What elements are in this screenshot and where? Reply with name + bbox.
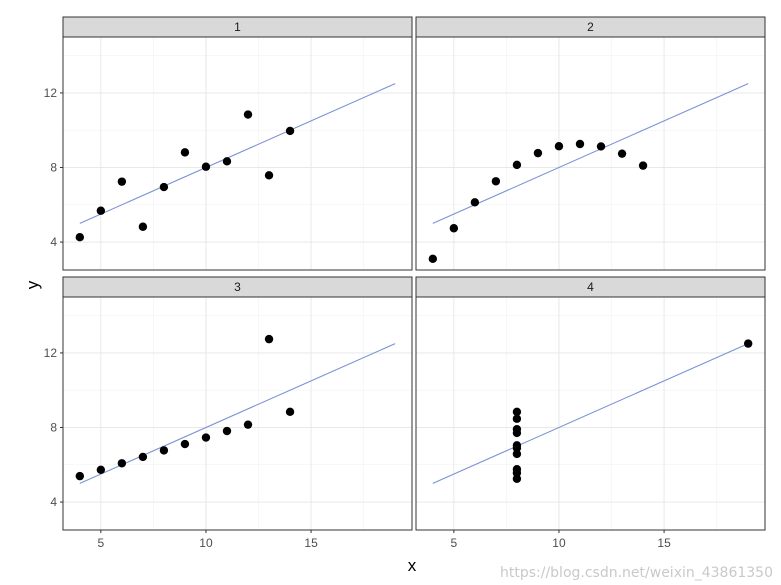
facet-strip-label: 2	[587, 20, 594, 34]
data-point	[75, 471, 85, 481]
y-axis-title: y	[23, 280, 42, 289]
x-tick-label: 15	[657, 536, 671, 550]
data-point	[575, 139, 585, 149]
facet-panel-4: 4	[415, 276, 766, 531]
axes-layer: 4 8 12 4 8 12 5 10 15 5 10 15	[44, 86, 671, 550]
data-point	[96, 206, 106, 215]
panel-border	[415, 296, 766, 531]
fit-line	[432, 343, 749, 484]
y-tick-label: 12	[44, 346, 58, 360]
data-point	[512, 449, 522, 459]
facet-strip-label: 3	[234, 280, 241, 294]
data-point	[512, 468, 522, 478]
data-point	[222, 426, 232, 436]
fit-line	[79, 343, 396, 484]
x-tick-label: 10	[552, 536, 566, 550]
data-point	[243, 110, 253, 119]
data-point	[138, 452, 148, 462]
data-point	[285, 407, 295, 417]
data-point	[264, 171, 274, 180]
data-point	[512, 414, 522, 423]
data-point	[243, 420, 253, 429]
data-point	[96, 465, 106, 474]
y-tick-label: 8	[50, 160, 57, 174]
data-point	[470, 198, 480, 207]
panel-border	[62, 36, 413, 271]
data-point	[159, 182, 169, 192]
data-point	[512, 407, 522, 417]
data-point	[117, 177, 127, 186]
panels-layer: 1 2 3 4	[62, 16, 766, 531]
data-point	[138, 222, 148, 231]
data-point	[117, 459, 127, 468]
data-point	[512, 443, 522, 453]
data-point	[512, 160, 522, 170]
data-point	[512, 474, 522, 483]
y-tick-label: 4	[50, 235, 57, 249]
panel-border	[62, 296, 413, 531]
facet-strip-label: 4	[587, 280, 594, 294]
data-point	[617, 149, 627, 158]
data-point	[449, 224, 459, 233]
facet-panel-3: 3	[62, 276, 413, 531]
data-point	[428, 254, 438, 264]
fit-line	[79, 83, 396, 224]
data-point	[264, 334, 274, 344]
data-point	[159, 446, 169, 455]
data-point	[180, 148, 190, 157]
x-tick-label: 15	[304, 536, 318, 550]
data-point	[201, 162, 211, 171]
data-point	[638, 161, 648, 170]
data-point	[75, 232, 85, 242]
y-tick-label: 8	[50, 420, 57, 434]
data-point	[491, 177, 501, 186]
x-tick-label: 5	[97, 536, 104, 550]
x-axis-title: x	[408, 556, 417, 575]
data-point	[285, 126, 295, 136]
facet-panel-1: 1	[62, 16, 413, 271]
panel-border	[415, 36, 766, 271]
data-point	[743, 339, 753, 348]
data-point	[533, 148, 543, 158]
watermark-text: https://blog.csdn.net/weixin_43861350	[499, 565, 773, 581]
data-point	[554, 142, 564, 151]
data-point	[180, 439, 190, 449]
data-point	[512, 424, 522, 434]
facet-panel-2: 2	[415, 16, 766, 271]
y-tick-label: 12	[44, 86, 58, 100]
data-point	[222, 157, 232, 166]
fit-line	[432, 83, 749, 224]
y-tick-label: 4	[50, 495, 57, 509]
data-point	[596, 142, 606, 151]
data-point	[201, 433, 211, 442]
facet-strip-label: 1	[234, 20, 241, 34]
x-tick-label: 10	[199, 536, 213, 550]
x-tick-label: 5	[450, 536, 457, 550]
